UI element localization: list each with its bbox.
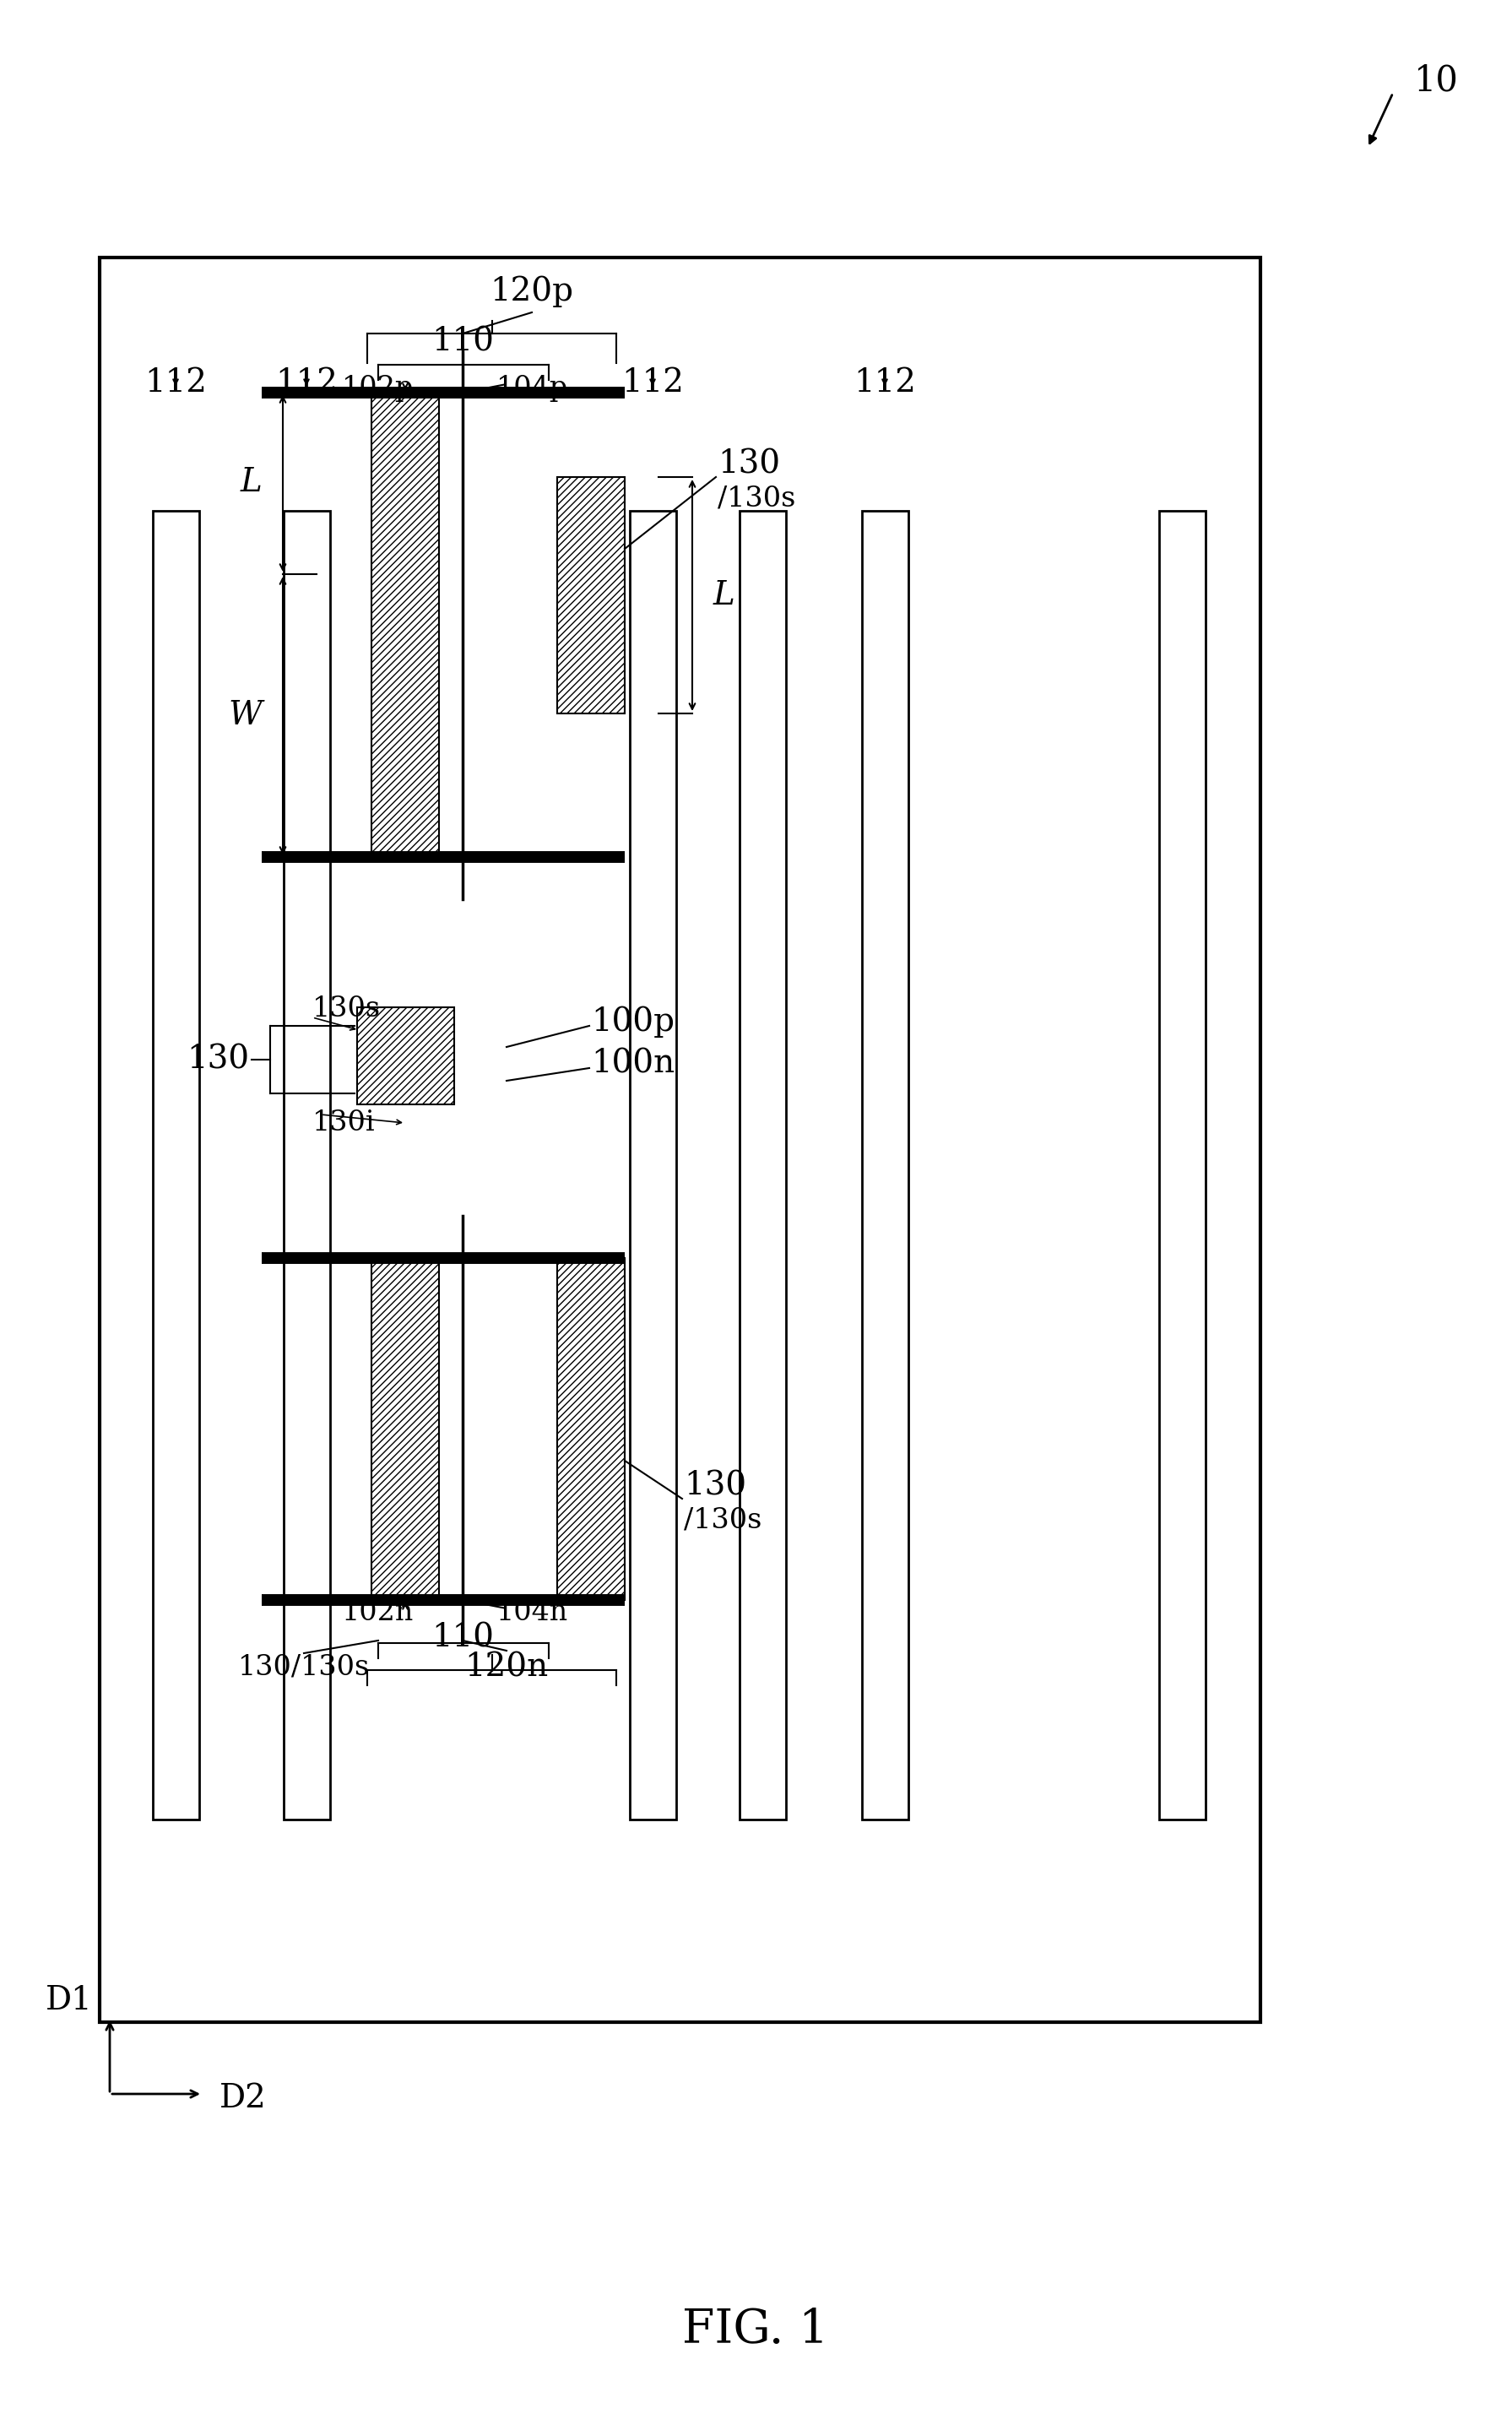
Text: 112: 112 <box>144 368 207 399</box>
Bar <box>1160 510 1205 1819</box>
Text: FIG. 1: FIG. 1 <box>682 2308 829 2354</box>
Bar <box>153 510 200 1819</box>
Text: 130s: 130s <box>313 997 381 1023</box>
Text: 104n: 104n <box>496 1599 569 1626</box>
Text: W: W <box>228 699 262 731</box>
Text: L: L <box>714 581 735 612</box>
Text: 120n: 120n <box>464 1652 549 1684</box>
Text: 130: 130 <box>718 450 780 479</box>
Text: 112: 112 <box>621 368 683 399</box>
Text: 104p: 104p <box>496 375 569 402</box>
Text: 130/130s: 130/130s <box>237 1655 370 1681</box>
Bar <box>739 510 786 1819</box>
Text: D1: D1 <box>45 1986 92 2017</box>
Text: 130: 130 <box>683 1471 747 1502</box>
Text: D2: D2 <box>219 2083 266 2114</box>
Text: L: L <box>240 467 262 498</box>
Bar <box>284 510 330 1819</box>
Bar <box>372 1258 438 1599</box>
Text: 112: 112 <box>275 368 337 399</box>
Text: 102p: 102p <box>342 375 414 402</box>
Text: 10: 10 <box>1414 63 1459 97</box>
Text: 100p: 100p <box>591 1006 674 1038</box>
Text: 120p: 120p <box>490 276 573 307</box>
Text: 100n: 100n <box>591 1047 674 1079</box>
Text: 110: 110 <box>431 1623 494 1655</box>
Text: /130s: /130s <box>718 484 795 513</box>
Bar <box>558 477 624 714</box>
Text: /130s: /130s <box>683 1507 762 1534</box>
Text: 110: 110 <box>431 327 494 358</box>
Bar <box>631 510 676 1819</box>
Text: 102n: 102n <box>342 1599 414 1626</box>
Text: 130i: 130i <box>313 1110 375 1137</box>
Bar <box>100 256 1261 2022</box>
Bar <box>862 510 909 1819</box>
Bar <box>558 1258 624 1599</box>
Bar <box>357 1006 454 1105</box>
Text: 130: 130 <box>186 1045 249 1076</box>
Bar <box>372 392 438 856</box>
Text: 112: 112 <box>853 368 916 399</box>
